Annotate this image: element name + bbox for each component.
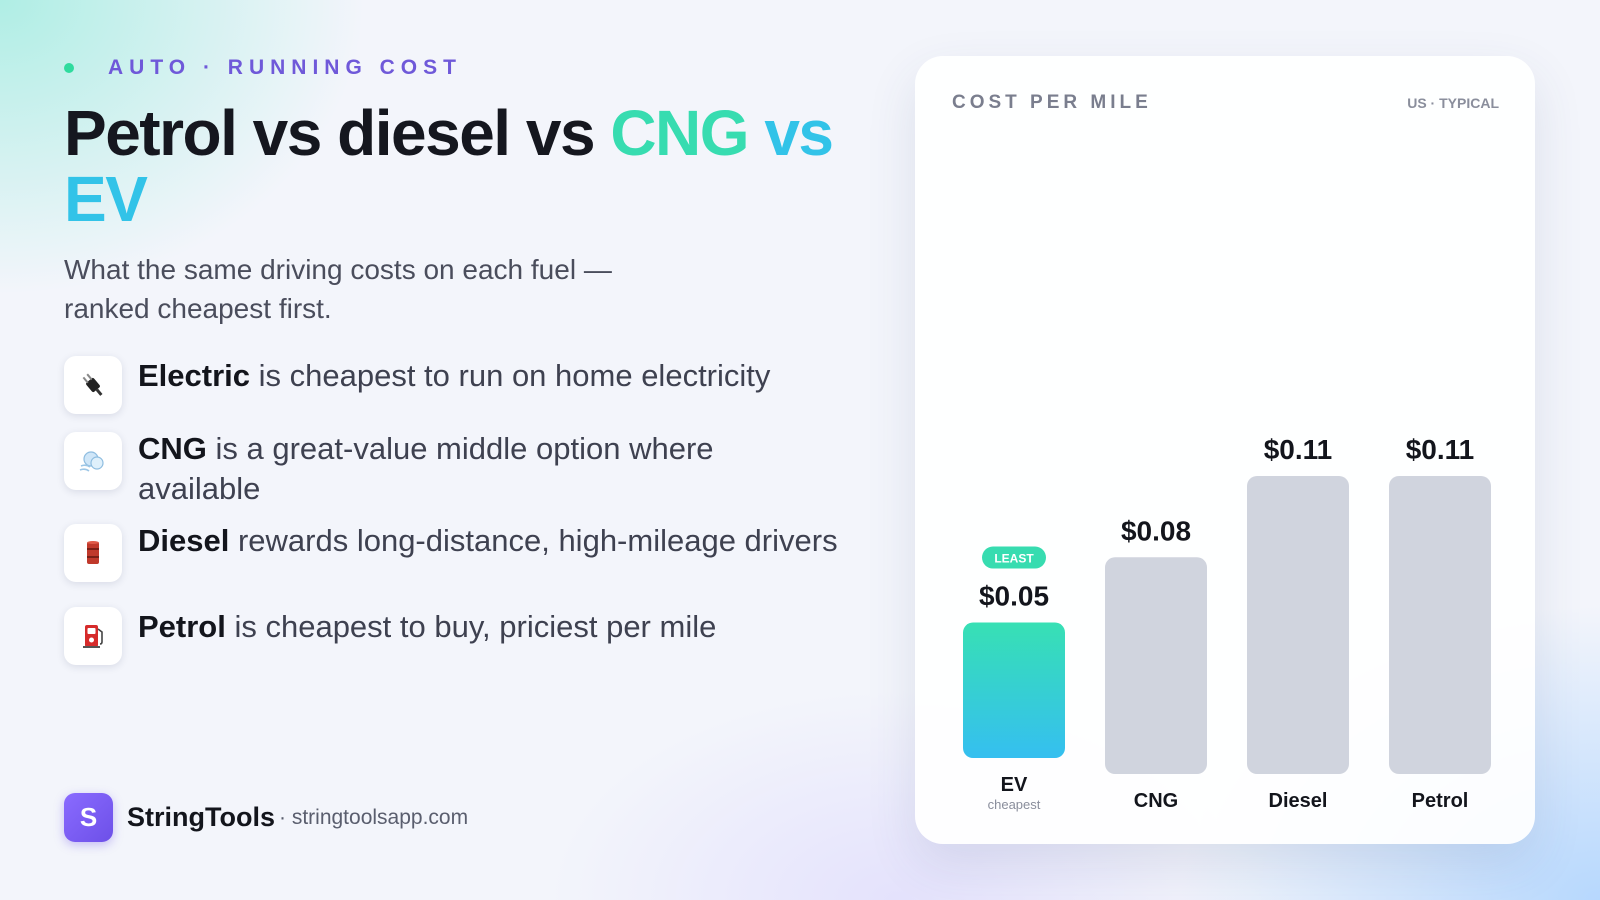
point-rest: rewards long-distance, high-mileage driv…	[229, 523, 838, 558]
point-rest: is a great-value middle option where ava…	[138, 431, 714, 506]
point-text: Petrol is cheapest to buy, priciest per …	[138, 607, 838, 647]
bar-ev	[963, 622, 1065, 758]
point-text: CNG is a great-value middle option where…	[138, 429, 838, 509]
point-rest: is cheapest to run on home electricity	[250, 358, 771, 393]
eyebrow: AUTO · RUNNING COST	[64, 56, 462, 80]
category-label: Petrol	[1412, 790, 1469, 812]
brand-name: StringTools	[127, 802, 275, 832]
title-part3: vs EV	[64, 97, 834, 235]
title-part1: Petrol vs diesel vs	[64, 97, 611, 169]
category-label: Diesel	[1269, 790, 1328, 812]
plug-icon	[64, 356, 122, 414]
brand-logo: S	[64, 793, 113, 842]
point-text: Electric is cheapest to run on home elec…	[138, 356, 838, 396]
point-cng: CNG is a great-value middle option where…	[64, 429, 864, 509]
bar-cng	[1105, 557, 1207, 774]
cheapest-sublabel: cheapest	[988, 797, 1041, 812]
point-bold: Diesel	[138, 523, 230, 558]
chart-title: COST PER MILE	[952, 92, 1152, 113]
eyebrow-text: AUTO · RUNNING COST	[108, 56, 462, 79]
brand-url[interactable]: · stringtoolsapp.com	[279, 805, 469, 829]
bar-diesel	[1247, 476, 1349, 774]
point-electric: Electric is cheapest to run on home elec…	[64, 356, 864, 414]
value-label: $0.08	[1121, 515, 1191, 546]
point-diesel: Diesel rewards long-distance, high-milea…	[64, 521, 864, 582]
category-label: CNG	[1134, 790, 1178, 812]
value-label: $0.11	[1406, 434, 1475, 465]
least-badge	[982, 546, 1046, 569]
oil-drum-icon	[64, 524, 122, 582]
wind-icon	[64, 432, 122, 490]
value-label: $0.11	[1264, 434, 1333, 465]
point-rest: is cheapest to buy, priciest per mile	[225, 609, 717, 644]
title-part2: CNG	[610, 97, 749, 169]
eyebrow-dot-icon	[64, 63, 74, 73]
fuel-pump-icon	[64, 607, 122, 665]
category-label: EV	[1001, 774, 1028, 796]
chart-card: COST PER MILE US · TYPICAL $0.05 LEAST EV c…	[915, 56, 1535, 844]
least-badge-text: LEAST	[994, 552, 1034, 566]
page-title: Petrol vs diesel vs CNG vs EV	[64, 100, 864, 232]
chart-note: US · TYPICAL	[1407, 95, 1499, 111]
point-bold: Petrol	[138, 609, 226, 644]
point-text: Diesel rewards long-distance, high-milea…	[138, 521, 838, 561]
brand[interactable]: S StringTools · stringtoolsapp.com	[64, 793, 468, 842]
subtitle: What the same driving costs on each fuel…	[64, 254, 612, 324]
value-label: $0.05	[979, 581, 1049, 612]
point-bold: Electric	[138, 358, 251, 393]
point-petrol: Petrol is cheapest to buy, priciest per …	[64, 607, 864, 665]
bar-petrol	[1389, 476, 1491, 774]
point-bold: CNG	[138, 431, 207, 466]
